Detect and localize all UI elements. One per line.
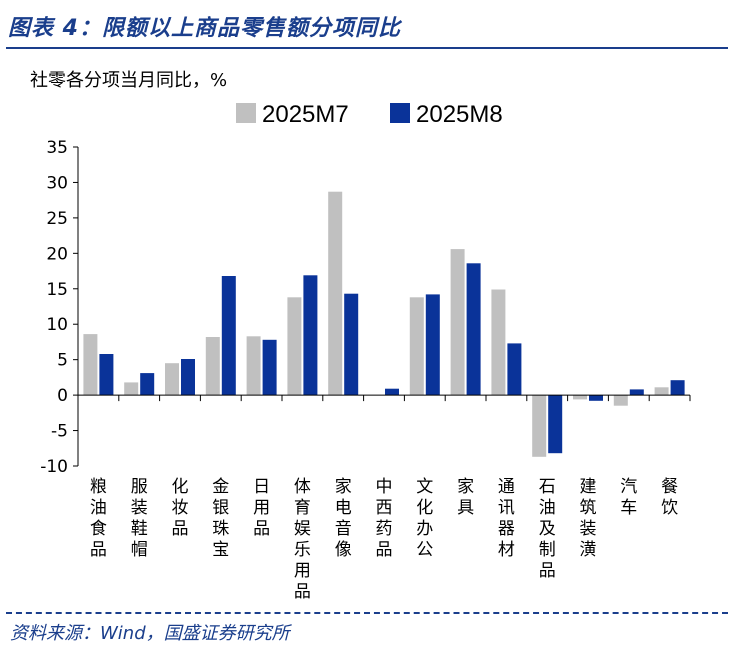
category-label: 汽车 [620,477,637,518]
category-label: 中西药品 [376,477,393,560]
y-axis: -10 -5 0 5 10 15 20 25 30 35 [40,138,79,477]
category-label: 化妆品 [172,477,189,539]
bar-m8 [385,388,399,396]
bar-m7 [124,382,139,396]
category-label: 家具 [457,477,474,518]
bar-m8 [670,380,685,396]
y-tick-label: 35 [46,138,68,158]
y-tick-label: 30 [46,173,68,193]
x-axis [77,394,691,402]
source-divider [6,612,728,614]
category-label: 体育娱乐用品 [294,477,311,602]
category-label: 金银珠宝 [212,477,229,560]
bar-m7 [83,334,98,396]
category-label: 建筑装潢 [580,477,597,560]
bar-m7 [409,297,424,396]
bar-m8 [262,339,277,396]
bar-m8 [140,373,155,396]
y-axis-unit-label: 社零各分项当月同比，% [30,70,227,91]
y-tick-label: 0 [57,386,68,406]
bar-m7 [328,191,343,396]
bar-m8 [629,389,644,396]
bar-m8 [548,395,563,454]
category-label: 通讯器材 [498,477,515,560]
y-tick-label: -10 [40,457,68,477]
category-labels: 粮油食品 服装鞋帽 化妆品 金银珠宝 日用品 体育娱乐用品 家电音像 中西药品 文化办公 家具通讯… [90,477,678,602]
category-label: 石油及制品 [539,477,556,581]
bar-m8 [466,263,481,396]
category-label: 餐饮 [661,477,678,518]
category-label: 服装鞋帽 [131,477,148,560]
bar-m7 [573,395,587,400]
y-tick-label: 5 [57,351,68,371]
bar-m8 [221,276,236,396]
bar-m7 [246,336,261,396]
bars [83,191,685,457]
category-label: 日用品 [253,477,270,539]
title-divider [6,47,728,49]
bar-m7 [491,289,506,396]
bar-m7 [532,395,547,457]
category-label: 粮油食品 [90,477,107,560]
legend-label-m8: 2025M8 [416,101,503,128]
bar-m7 [654,387,669,396]
bar-m8 [344,293,359,396]
y-tick-label: 25 [46,209,68,229]
y-tick-label: -5 [51,422,68,442]
bar-m8 [303,275,318,396]
figure-title: 图表 4：限额以上商品零售额分项同比 [8,16,401,41]
bar-m7 [287,297,302,396]
category-label: 家电音像 [335,477,352,560]
bar-m8 [507,343,522,396]
bar-chart: 社零各分项当月同比，% 2025M7 2025M8 -10-5051015202… [30,70,691,602]
legend: 2025M7 2025M8 [236,101,503,128]
legend-swatch-m7 [236,103,256,123]
bar-m7 [450,249,465,396]
bar-m8 [425,294,440,396]
bar-m8 [99,354,114,396]
legend-label-m7: 2025M7 [262,101,349,128]
bar-m7 [613,395,628,406]
category-label: 文化办公 [416,477,433,560]
y-tick-label: 20 [46,244,68,264]
y-tick-label: 15 [46,280,68,300]
legend-swatch-m8 [390,103,410,123]
y-tick-label: 10 [46,315,68,335]
bar-m7 [165,363,179,396]
bar-m7 [205,337,220,396]
source-note: 资料来源：Wind，国盛证券研究所 [10,623,290,644]
bar-m8 [589,395,603,401]
bar-m8 [181,359,195,396]
